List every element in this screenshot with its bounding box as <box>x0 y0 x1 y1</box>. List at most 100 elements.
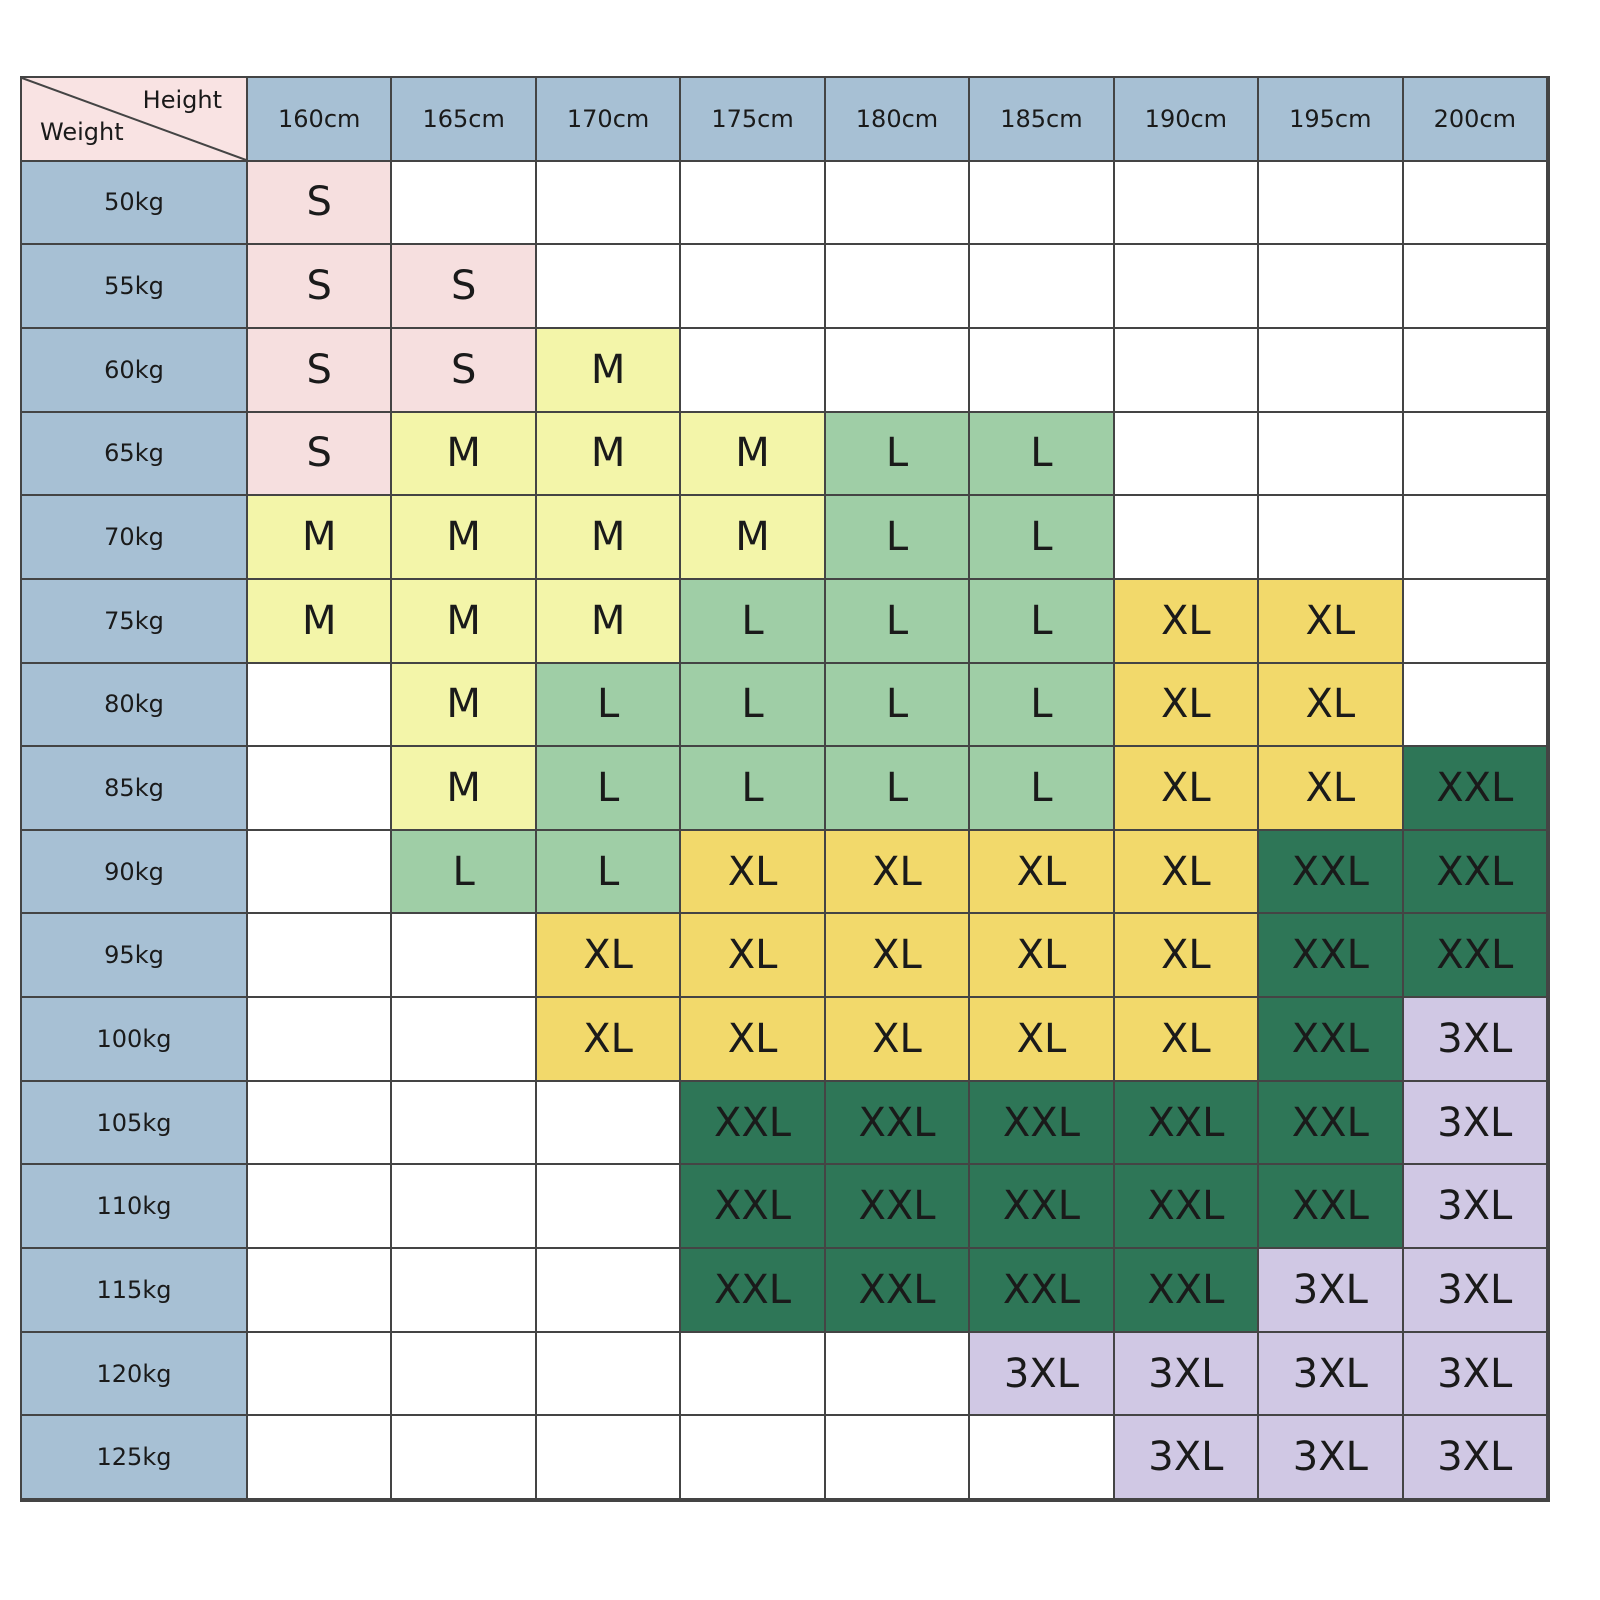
size-cell: XL <box>1114 579 1260 664</box>
size-cell: M <box>681 412 826 497</box>
row-header: 105kg <box>22 1081 248 1166</box>
size-cell: XXL <box>1403 747 1548 831</box>
empty-cell <box>248 830 393 915</box>
size-cell: S <box>248 412 393 497</box>
empty-cell <box>1403 412 1548 497</box>
row-header: 60kg <box>22 328 248 413</box>
size-cell: 3XL <box>1403 1332 1548 1417</box>
size-cell: XXL <box>1259 1081 1404 1166</box>
empty-cell <box>1259 245 1404 329</box>
size-cell: XXL <box>825 1165 971 1250</box>
size-cell: XL <box>970 914 1115 999</box>
empty-cell <box>536 1081 682 1166</box>
empty-cell <box>1259 496 1404 580</box>
size-cell: M <box>392 579 537 664</box>
empty-cell <box>825 245 971 329</box>
empty-cell <box>1403 245 1548 329</box>
size-cell: M <box>392 747 537 831</box>
column-axis-label: Height <box>142 86 222 114</box>
empty-cell <box>392 1332 537 1417</box>
empty-cell <box>1114 245 1260 329</box>
size-cell: L <box>825 663 971 748</box>
row-header: 115kg <box>22 1249 248 1333</box>
size-cell: 3XL <box>1403 1081 1548 1166</box>
size-cell: 3XL <box>1114 1416 1260 1500</box>
row-header: 65kg <box>22 412 248 497</box>
empty-cell <box>536 1332 682 1417</box>
column-header: 190cm <box>1114 78 1260 162</box>
empty-cell <box>825 161 971 246</box>
empty-cell <box>248 1332 393 1417</box>
size-cell: XL <box>1114 663 1260 748</box>
size-cell: XXL <box>825 1249 971 1333</box>
size-cell: M <box>536 496 682 580</box>
size-cell: 3XL <box>1403 1249 1548 1333</box>
empty-cell <box>248 914 393 999</box>
size-cell: XL <box>825 830 971 915</box>
size-cell: L <box>825 579 971 664</box>
size-cell: XXL <box>1259 1165 1404 1250</box>
empty-cell <box>970 245 1115 329</box>
size-cell: XL <box>1259 663 1404 748</box>
empty-cell <box>970 161 1115 246</box>
row-header: 125kg <box>22 1416 248 1500</box>
size-cell: M <box>392 663 537 748</box>
size-cell: 3XL <box>1259 1416 1404 1500</box>
empty-cell <box>536 1249 682 1333</box>
size-cell: XL <box>825 914 971 999</box>
empty-cell <box>1403 579 1548 664</box>
column-header: 175cm <box>681 78 826 162</box>
empty-cell <box>970 1416 1115 1500</box>
size-cell: XXL <box>1403 830 1548 915</box>
empty-cell <box>392 1416 537 1500</box>
row-header: 70kg <box>22 496 248 580</box>
size-cell: XXL <box>681 1165 826 1250</box>
size-cell: L <box>536 663 682 748</box>
size-cell: L <box>392 830 537 915</box>
empty-cell <box>1114 328 1260 413</box>
size-cell: M <box>392 412 537 497</box>
empty-cell <box>392 161 537 246</box>
size-cell: M <box>536 412 682 497</box>
empty-cell <box>681 328 826 413</box>
empty-cell <box>1259 328 1404 413</box>
empty-cell <box>825 328 971 413</box>
size-cell: XXL <box>1259 998 1404 1082</box>
column-header: 195cm <box>1259 78 1404 162</box>
size-cell: S <box>248 161 393 246</box>
column-header: 165cm <box>392 78 537 162</box>
row-header: 95kg <box>22 914 248 999</box>
size-cell: 3XL <box>970 1332 1115 1417</box>
empty-cell <box>1403 496 1548 580</box>
size-cell: 3XL <box>1403 998 1548 1082</box>
size-cell: XL <box>1114 914 1260 999</box>
size-cell: 3XL <box>1403 1165 1548 1250</box>
empty-cell <box>1259 412 1404 497</box>
size-cell: 3XL <box>1259 1249 1404 1333</box>
empty-cell <box>248 1416 393 1500</box>
size-cell: L <box>825 496 971 580</box>
size-cell: S <box>392 245 537 329</box>
size-cell: S <box>248 245 393 329</box>
empty-cell <box>536 1416 682 1500</box>
size-cell: XXL <box>970 1165 1115 1250</box>
size-cell: L <box>970 747 1115 831</box>
size-cell: L <box>825 747 971 831</box>
size-cell: L <box>681 747 826 831</box>
size-cell: XXL <box>825 1081 971 1166</box>
size-cell: L <box>970 579 1115 664</box>
empty-cell <box>681 1332 826 1417</box>
column-header: 180cm <box>825 78 971 162</box>
size-cell: XL <box>536 914 682 999</box>
empty-cell <box>392 1249 537 1333</box>
size-cell: M <box>248 579 393 664</box>
empty-cell <box>248 1081 393 1166</box>
empty-cell <box>825 1416 971 1500</box>
empty-cell <box>1403 328 1548 413</box>
empty-cell <box>392 1165 537 1250</box>
size-cell: XXL <box>1114 1165 1260 1250</box>
row-header: 110kg <box>22 1165 248 1250</box>
size-cell: L <box>970 496 1115 580</box>
size-cell: L <box>681 579 826 664</box>
empty-cell <box>1403 663 1548 748</box>
